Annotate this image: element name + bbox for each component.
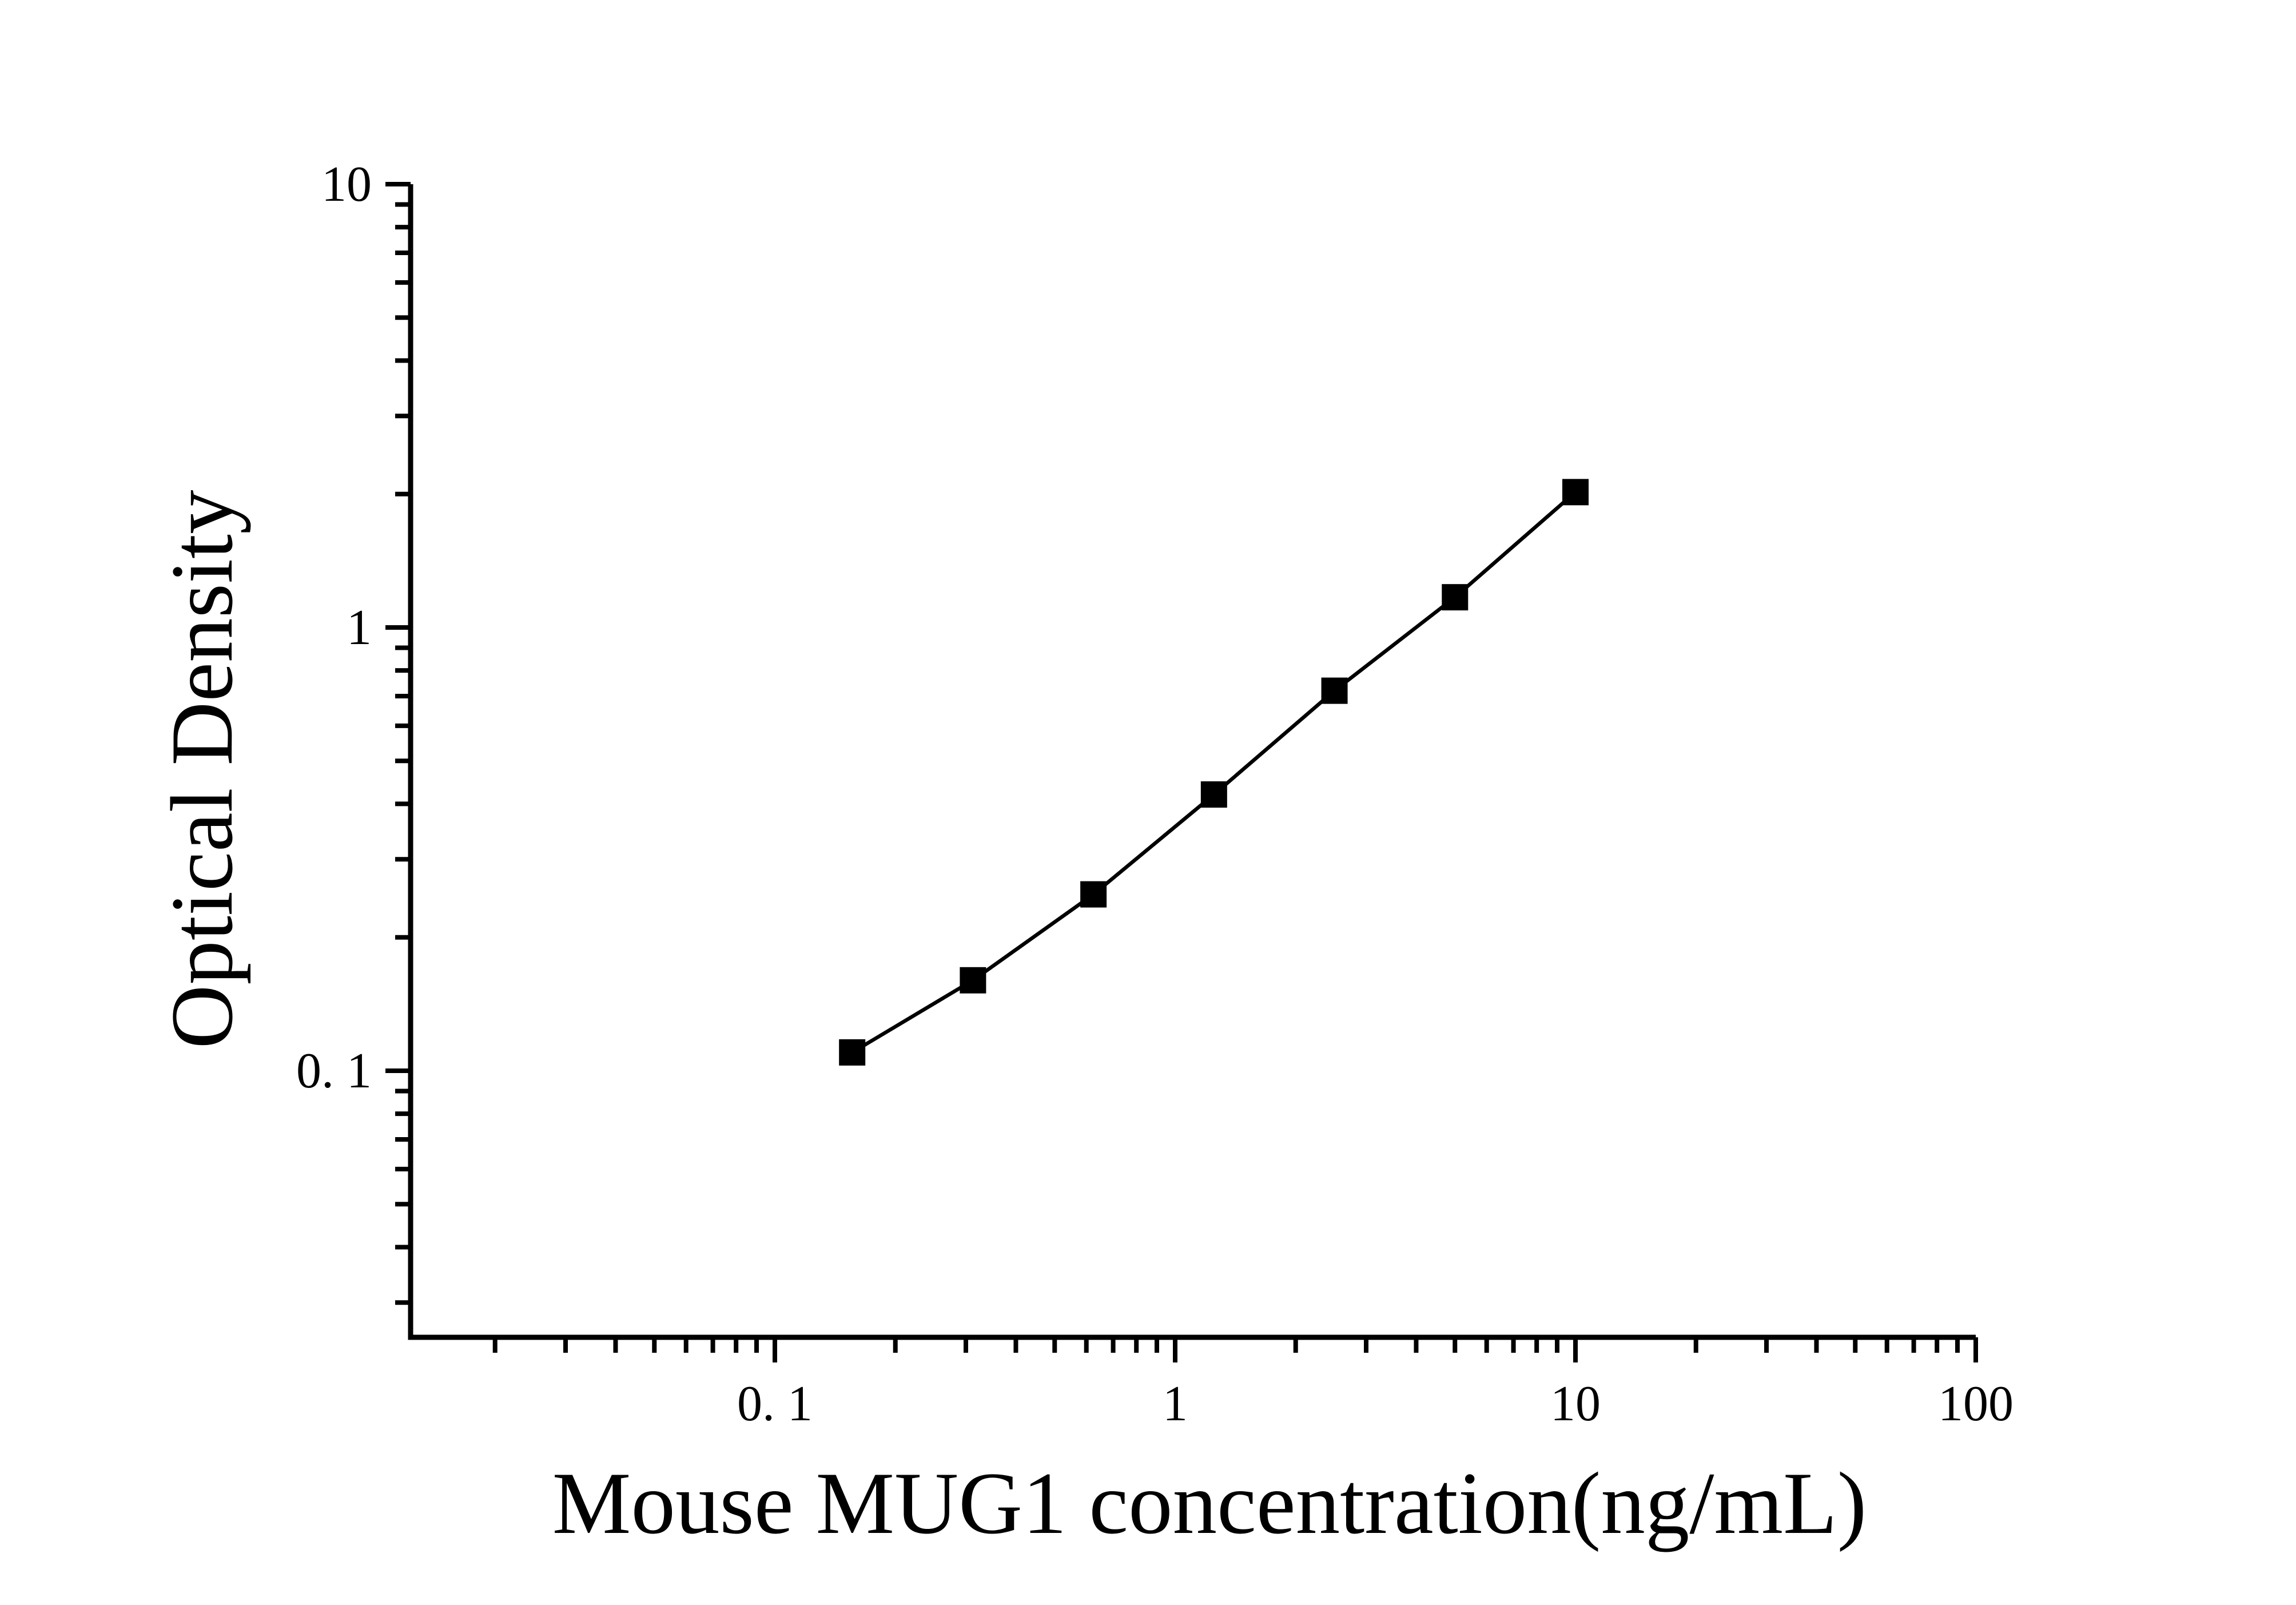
x-tick-label: 100 xyxy=(1938,1376,2014,1432)
axes-layer xyxy=(385,182,1978,1362)
data-point-marker xyxy=(1442,584,1469,611)
x-tick-label: 1 xyxy=(1163,1376,1188,1432)
y-tick-label: 1 xyxy=(347,600,372,655)
data-point-marker xyxy=(1080,881,1107,908)
data-point-marker xyxy=(1321,677,1348,704)
data-point-marker xyxy=(1562,479,1589,506)
tick-label-layer: 0. 1 1 10 100 10 1 0. 1 xyxy=(296,157,2014,1432)
y-tick-label: 0. 1 xyxy=(296,1043,372,1099)
data-point-marker xyxy=(839,1039,866,1066)
y-axis-title: Optical Density xyxy=(153,490,251,1048)
x-tick-label: 0. 1 xyxy=(737,1376,813,1432)
series-layer xyxy=(839,479,1589,1066)
x-tick-label: 10 xyxy=(1550,1376,1601,1432)
data-point-marker xyxy=(960,967,986,994)
plot-axes xyxy=(408,184,1976,1340)
x-axis-title: Mouse MUG1 concentration(ng/mL) xyxy=(552,1454,1867,1552)
y-tick-label: 10 xyxy=(321,157,372,212)
data-point-marker xyxy=(1200,781,1227,808)
